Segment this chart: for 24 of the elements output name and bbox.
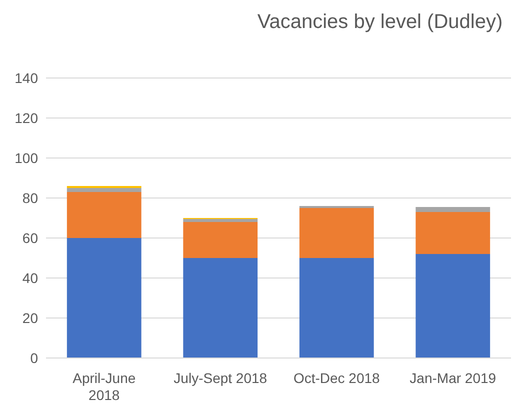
bar: [416, 207, 490, 212]
x-tick-label: April-June 2018: [72, 370, 136, 403]
y-tick-label: 0: [30, 350, 38, 366]
x-tick-label: July-Sept 2018: [174, 370, 268, 386]
bar: [416, 212, 490, 254]
bar: [299, 258, 374, 358]
y-tick-label: 100: [14, 150, 38, 166]
chart-title: Vacancies by level (Dudley): [257, 11, 503, 33]
bar: [183, 222, 258, 258]
y-tick-label: 60: [22, 230, 38, 246]
y-tick-label: 140: [14, 70, 38, 86]
bar: [183, 258, 258, 358]
bar: [416, 254, 490, 358]
bar: [183, 219, 258, 222]
y-tick-label: 120: [14, 110, 38, 126]
bar: [66, 188, 142, 192]
y-tick-label: 80: [22, 190, 38, 206]
x-tick-label: Jan-Mar 2019: [410, 370, 496, 386]
bar: [66, 192, 142, 238]
x-tick-label: Oct-Dec 2018: [293, 370, 380, 386]
y-tick-label: 40: [22, 270, 38, 286]
bar: [299, 208, 374, 258]
y-tick-label: 20: [22, 310, 38, 326]
bar: [66, 238, 142, 358]
